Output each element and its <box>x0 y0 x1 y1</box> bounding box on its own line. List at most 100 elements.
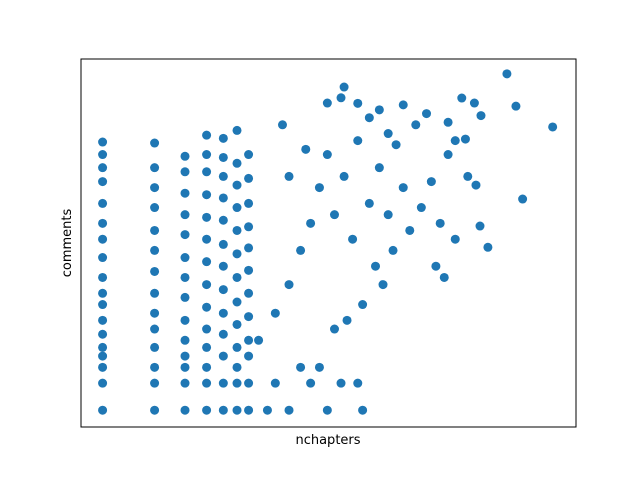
point <box>218 171 228 181</box>
point <box>180 167 190 177</box>
point <box>284 280 294 290</box>
point <box>548 122 558 132</box>
point <box>296 362 306 372</box>
point <box>443 150 453 160</box>
x-axis-label: nchapters <box>295 433 360 448</box>
point <box>391 140 401 150</box>
point <box>411 120 421 130</box>
point <box>342 315 352 325</box>
point <box>202 190 212 200</box>
point <box>336 378 346 388</box>
point <box>98 137 108 147</box>
point <box>262 405 272 415</box>
point <box>383 129 393 139</box>
point <box>218 215 228 225</box>
point <box>202 167 212 177</box>
point <box>232 319 242 329</box>
point <box>180 362 190 372</box>
point <box>180 405 190 415</box>
point <box>180 151 190 161</box>
point <box>457 93 467 103</box>
point <box>296 245 306 255</box>
point <box>98 253 108 263</box>
point <box>416 203 426 213</box>
point <box>398 183 408 193</box>
point <box>232 362 242 372</box>
point <box>98 300 108 310</box>
plot-frame <box>80 58 577 428</box>
point <box>232 405 242 415</box>
point <box>218 351 228 361</box>
point <box>180 315 190 325</box>
point <box>284 405 294 415</box>
point <box>218 405 228 415</box>
point <box>254 335 264 345</box>
point <box>329 324 339 334</box>
point <box>431 261 441 271</box>
point <box>502 69 512 79</box>
point <box>232 342 242 352</box>
point <box>460 134 470 144</box>
point <box>150 308 160 318</box>
point <box>202 405 212 415</box>
point <box>378 280 388 290</box>
point <box>284 171 294 181</box>
point <box>364 113 374 123</box>
point <box>98 234 108 244</box>
point <box>244 378 254 388</box>
point <box>150 378 160 388</box>
point <box>476 111 486 121</box>
point <box>150 362 160 372</box>
point <box>202 302 212 312</box>
point <box>306 218 316 228</box>
point <box>232 378 242 388</box>
point <box>435 218 445 228</box>
point <box>98 272 108 282</box>
point <box>244 222 254 232</box>
point <box>244 173 254 183</box>
point <box>98 362 108 372</box>
point <box>232 158 242 168</box>
point <box>202 257 212 267</box>
point <box>358 300 368 310</box>
point <box>244 150 254 160</box>
point <box>244 405 254 415</box>
point <box>244 335 254 345</box>
point <box>180 253 190 263</box>
point <box>371 261 381 271</box>
point <box>244 312 254 322</box>
point <box>388 245 398 255</box>
point <box>450 234 460 244</box>
point <box>180 335 190 345</box>
point <box>202 342 212 352</box>
point <box>232 125 242 135</box>
point <box>218 329 228 339</box>
point <box>232 225 242 235</box>
point <box>202 378 212 388</box>
point <box>150 245 160 255</box>
point <box>232 297 242 307</box>
point <box>98 150 108 160</box>
point <box>150 324 160 334</box>
point <box>218 285 228 295</box>
point <box>98 218 108 228</box>
point <box>270 378 280 388</box>
point <box>232 180 242 190</box>
point <box>348 234 358 244</box>
point <box>306 378 316 388</box>
point <box>322 150 332 160</box>
point <box>244 351 254 361</box>
point <box>232 203 242 213</box>
point <box>483 242 493 252</box>
point <box>374 163 384 173</box>
point <box>202 362 212 372</box>
point <box>218 239 228 249</box>
point <box>426 177 436 187</box>
point <box>475 221 485 231</box>
point <box>98 315 108 325</box>
point <box>202 150 212 160</box>
point <box>301 144 311 154</box>
point <box>218 261 228 271</box>
point <box>98 177 108 187</box>
